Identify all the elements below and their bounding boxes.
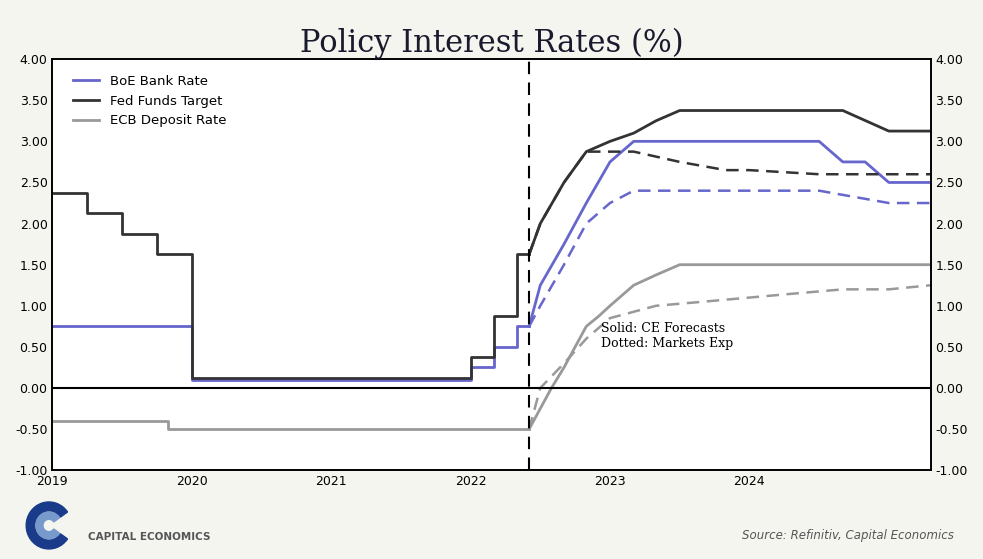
Text: Solid: CE Forecasts
Dotted: Markets Exp: Solid: CE Forecasts Dotted: Markets Exp	[602, 322, 733, 350]
Wedge shape	[27, 502, 68, 549]
Text: Source: Refinitiv, Capital Economics: Source: Refinitiv, Capital Economics	[741, 529, 954, 542]
Wedge shape	[36, 512, 60, 539]
Text: Policy Interest Rates (%): Policy Interest Rates (%)	[300, 28, 683, 59]
Text: CAPITAL ECONOMICS: CAPITAL ECONOMICS	[88, 532, 211, 542]
Legend: BoE Bank Rate, Fed Funds Target, ECB Deposit Rate: BoE Bank Rate, Fed Funds Target, ECB Dep…	[68, 70, 232, 132]
